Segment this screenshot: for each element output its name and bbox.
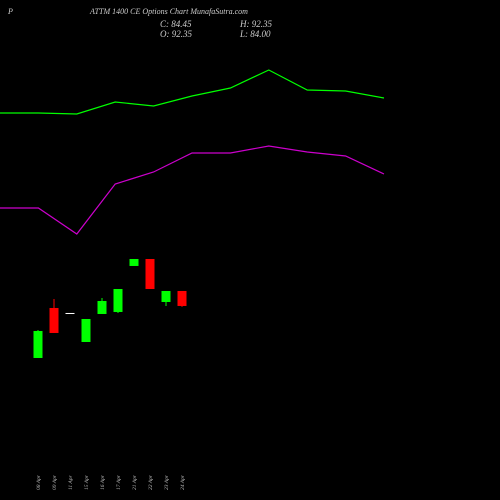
- close-label: C: 84.45: [160, 19, 192, 29]
- x-tick-label: 16 Apr: [100, 474, 106, 490]
- low-label: L: 84.00: [239, 29, 271, 39]
- ticker: P: [7, 7, 13, 16]
- candle-body: [113, 288, 123, 312]
- chart-title: ATTM 1400 CE Options Chart MunafaSutra.c…: [89, 7, 248, 16]
- x-tick-label: 21 Apr: [132, 474, 138, 490]
- indicator-line: [0, 69, 385, 115]
- candle-body: [81, 318, 91, 342]
- candle-body: [177, 290, 187, 306]
- candle-body: [33, 330, 43, 358]
- open-label: O: 92.35: [160, 29, 192, 39]
- candle-body: [65, 312, 75, 314]
- x-tick-label: 17 Apr: [116, 474, 122, 490]
- candle-body: [161, 290, 171, 302]
- x-tick-label: 09 Apr: [52, 474, 58, 490]
- candle-body: [129, 258, 139, 266]
- x-tick-label: 24 Apr: [179, 474, 186, 490]
- candle-body: [145, 258, 155, 289]
- x-tick-label: 11 Apr: [68, 475, 74, 490]
- x-tick-label: 08 Apr: [36, 474, 42, 490]
- indicator-line: [0, 145, 385, 235]
- x-tick-label: 15 Apr: [84, 474, 90, 490]
- high-label: H: 92.35: [239, 19, 272, 29]
- candle-body: [49, 307, 59, 333]
- x-tick-label: 22 Apr: [148, 474, 154, 490]
- x-tick-label: 23 Apr: [164, 474, 170, 490]
- candle-body: [97, 300, 107, 314]
